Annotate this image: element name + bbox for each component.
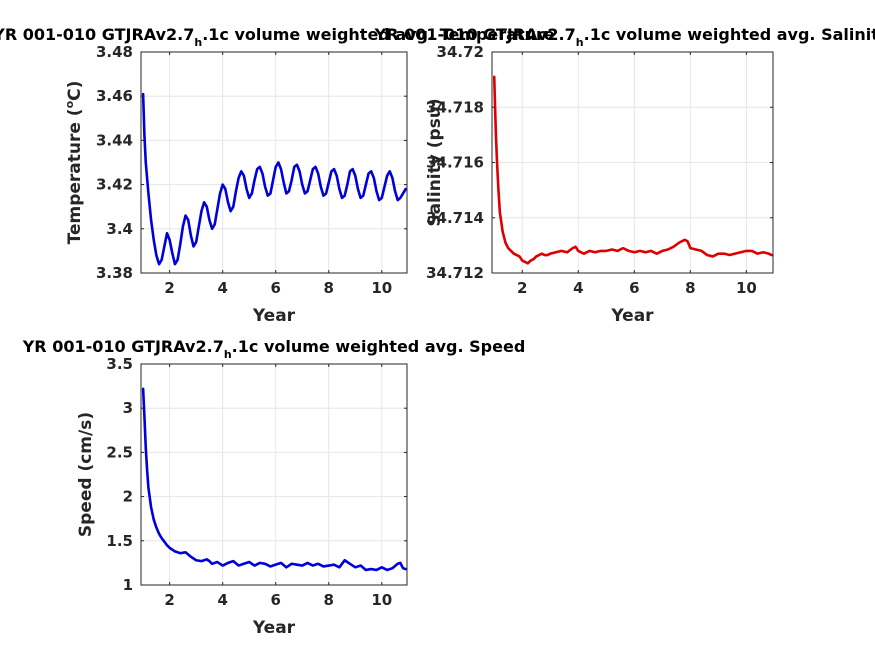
x-tick-label: 2 (517, 279, 527, 297)
chart-panel-1: 2 4 6 8 10 3.38 3.4 3.42 3.44 3.46 3.48 Year Tempera… (0, 25, 555, 326)
y-tick-label: 2.5 (106, 443, 133, 461)
axes-frame (140, 51, 408, 274)
y-tick-label: 3.44 (96, 131, 133, 149)
x-tick-label: 2 (164, 591, 174, 609)
x-tick-label: 8 (685, 279, 695, 297)
series-line (492, 75, 773, 265)
y-tick-label: 3.38 (96, 264, 133, 282)
x-tick-label: 10 (371, 591, 392, 609)
x-axis-label: Year (252, 306, 296, 326)
x-tick-label: 6 (629, 279, 639, 297)
y-tick-label: 3.46 (96, 87, 133, 105)
chart-title: YR 001-010 GTJRAv2.7h.1c volume weighted… (0, 25, 555, 49)
chart-title: YR 001-010 GTJRAv2.7h.1c volume weighted… (22, 337, 526, 361)
y-tick-label: 34.712 (426, 264, 484, 282)
x-tick-label: 4 (217, 279, 227, 297)
series-line (141, 92, 407, 266)
x-tick-label: 6 (271, 591, 281, 609)
x-tick-label: 10 (736, 279, 757, 297)
y-tick-label: 34.718 (426, 98, 484, 116)
x-tick-label: 10 (371, 279, 392, 297)
y-tick-label: 3.48 (96, 43, 133, 61)
x-tick-label: 4 (573, 279, 583, 297)
x-tick-label: 2 (164, 279, 174, 297)
y-tick-label: 1 (123, 576, 133, 594)
y-tick-label: 1.5 (106, 532, 133, 550)
x-tick-label: 8 (324, 591, 334, 609)
y-axis-label: Speed (cm/s) (76, 412, 96, 537)
chart-panel-2: 2 4 6 8 10 34.712 34.714 34.716 34.718 34.72 Year S… (374, 25, 875, 326)
axes-frame (140, 363, 408, 586)
y-axis-label: Temperature (oC) (63, 81, 85, 245)
chart-panel-3: 2 4 6 8 10 1 1.5 2 2.5 3 3.5 Year Speed (cm/s) YR 001… (22, 337, 526, 638)
y-tick-label: 3.4 (106, 220, 133, 238)
y-tick-label: 2 (123, 488, 133, 506)
x-axis-label: Year (610, 306, 654, 326)
x-tick-label: 8 (324, 279, 334, 297)
y-tick-label: 3.42 (96, 176, 133, 194)
y-tick-label: 3 (123, 399, 133, 417)
x-tick-label: 4 (217, 591, 227, 609)
y-tick-label: 34.716 (426, 154, 484, 172)
series-line (141, 387, 407, 572)
y-tick-label: 34.72 (437, 43, 484, 61)
chart-title: YR 001-010 GTJRAv2.7h.1c volume weighted… (374, 25, 875, 49)
y-tick-label: 34.714 (426, 209, 484, 227)
y-axis-label: Salinity (psu) (425, 98, 445, 226)
y-tick-label: 3.5 (106, 355, 133, 373)
x-tick-label: 6 (271, 279, 281, 297)
x-axis-label: Year (252, 618, 296, 638)
